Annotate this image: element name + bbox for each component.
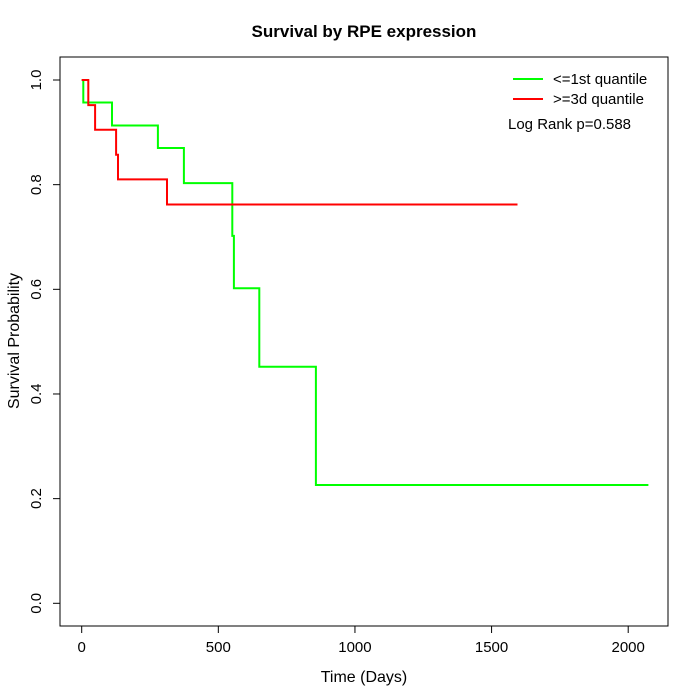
x-tick-label: 2000 [612, 639, 645, 656]
chart-title: Survival by RPE expression [252, 22, 477, 41]
curve-ge-3d-quantile [81, 79, 518, 206]
x-tick-label: 0 [78, 639, 86, 656]
y-tick-label: 0.8 [28, 174, 45, 195]
axis-ticks: 0 500 1000 1500 2000 0.0 0.2 0.4 0.6 0.8 1.0 [28, 70, 645, 656]
plot-box [59, 56, 669, 627]
legend-label-high-quantile: >=3d quantile [553, 91, 644, 108]
legend: <=1st quantile >=3d quantile Log Rank p=… [508, 71, 647, 133]
survival-curves [81, 79, 649, 486]
y-tick-label: 0.4 [28, 384, 45, 405]
legend-label-low-quantile: <=1st quantile [553, 71, 647, 88]
y-tick-label: 0.2 [28, 488, 45, 509]
y-tick-label: 0.0 [28, 593, 45, 614]
y-tick-label: 0.6 [28, 279, 45, 300]
log-rank-annotation: Log Rank p=0.588 [508, 116, 631, 133]
x-tick-label: 1000 [338, 639, 371, 656]
x-axis-label: Time (Days) [321, 669, 408, 686]
curve-le-1st-quantile [81, 79, 649, 486]
x-tick-label: 1500 [475, 639, 508, 656]
y-axis-label: Survival Probability [6, 273, 23, 409]
y-tick-label: 1.0 [28, 70, 45, 91]
x-tick-label: 500 [206, 639, 231, 656]
